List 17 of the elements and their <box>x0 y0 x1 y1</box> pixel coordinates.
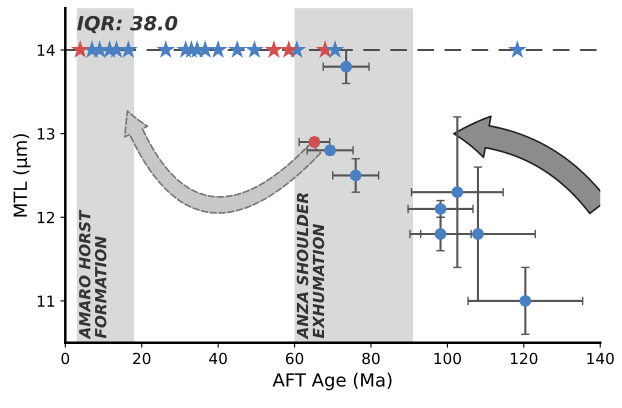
x-tick-label: 120 <box>510 352 538 364</box>
annotation: IQR: 38.0 <box>77 16 178 34</box>
y-tick-label: 13 <box>38 128 54 140</box>
x-axis-title: AFT Age (Ma) <box>272 372 392 390</box>
band-label: ANZA SHOULDER EXHUMATION <box>296 193 324 340</box>
x-tick-label: 60 <box>286 352 304 364</box>
y-axis-title: MTL (µm) <box>13 134 31 216</box>
x-tick-label: 0 <box>61 352 70 364</box>
y-tick-label: 12 <box>38 212 54 224</box>
y-tick-label: 11 <box>38 296 54 307</box>
x-tick-label: 80 <box>362 352 380 364</box>
x-tick-label: 20 <box>133 352 150 364</box>
x-tick-label: 40 <box>209 352 227 364</box>
band-label: AMARO HORST FORMATION <box>78 210 106 340</box>
y-tick-label: 14 <box>38 44 55 56</box>
x-tick-label: 140 <box>587 352 614 364</box>
x-tick-label: 100 <box>434 352 461 364</box>
